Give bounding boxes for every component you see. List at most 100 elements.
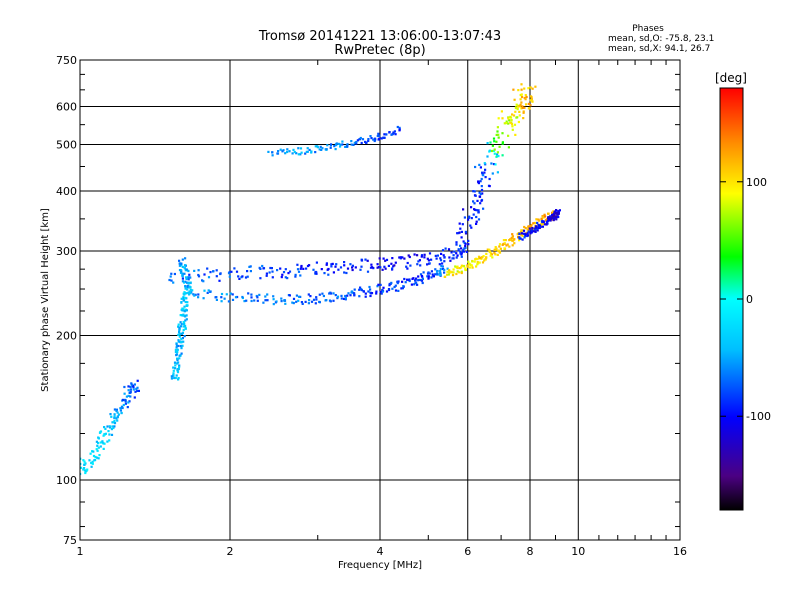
x-tick-label: 4 — [377, 545, 384, 558]
scatter-point — [515, 103, 518, 106]
scatter-point — [421, 277, 424, 280]
scatter-point — [448, 256, 451, 259]
scatter-point — [401, 280, 404, 283]
scatter-point — [488, 149, 491, 152]
grid — [80, 60, 680, 540]
scatter-point — [370, 137, 373, 140]
scatter-point — [358, 295, 361, 298]
scatter-point — [369, 135, 372, 138]
scatter-point — [259, 277, 262, 280]
scatter-point — [325, 262, 328, 265]
scatter-point — [393, 285, 396, 289]
scatter-point — [506, 243, 509, 246]
scatter-point — [88, 459, 91, 462]
scatter-point — [127, 385, 130, 388]
scatter-point — [555, 209, 558, 212]
scatter-point — [113, 408, 116, 411]
scatter-point — [180, 269, 183, 272]
scatter-point — [343, 271, 346, 274]
scatter-point — [261, 264, 264, 268]
scatter-point — [178, 364, 181, 367]
scatter-point — [197, 275, 201, 278]
scatter-point — [202, 297, 205, 300]
scatter-point — [336, 297, 339, 300]
scatter-point — [302, 267, 305, 270]
scatter-point — [401, 256, 404, 259]
scatter-point — [197, 293, 200, 296]
scatter-point — [373, 139, 376, 143]
scatter-point — [482, 174, 485, 177]
scatter-point — [299, 147, 303, 150]
scatter-point — [423, 253, 426, 256]
scatter-point — [473, 260, 476, 263]
scatter-point — [184, 319, 187, 322]
scatter-point — [178, 262, 181, 265]
scatter-point — [249, 270, 252, 273]
scatter-point — [266, 293, 269, 296]
scatter-point — [175, 374, 178, 377]
scatter-point — [243, 300, 246, 303]
scatter-point — [434, 254, 437, 257]
scatter-point — [390, 133, 393, 136]
scatter-point — [464, 268, 467, 272]
scatter-point — [262, 267, 265, 270]
scatter-point — [179, 314, 182, 317]
scatter-point — [463, 264, 466, 268]
scatter-point — [181, 258, 184, 261]
y-axis-ticks: 75 100 200 300 400 500 600 750 — [56, 54, 680, 547]
scatter-point — [478, 195, 481, 198]
scatter-point — [287, 272, 290, 275]
scatter-point — [102, 442, 105, 445]
scatter-point — [414, 279, 417, 282]
scatter-point — [388, 282, 391, 286]
scatter-point — [483, 162, 486, 165]
scatter-point — [174, 364, 177, 367]
scatter-point — [385, 290, 389, 293]
scatter-point — [493, 148, 496, 151]
scatter-point — [497, 136, 500, 139]
scatter-point — [123, 392, 126, 395]
scatter-point — [522, 117, 525, 120]
scatter-point — [396, 282, 399, 285]
scatter-point — [284, 152, 287, 155]
scatter-point — [125, 395, 128, 398]
scatter-point — [385, 133, 388, 136]
scatter-point — [517, 105, 520, 108]
scatter-point — [529, 231, 532, 234]
scatter-point — [183, 272, 186, 275]
scatter-point — [513, 123, 517, 126]
scatter-point — [519, 103, 522, 106]
scatter-point — [212, 270, 215, 273]
scatter-point — [534, 228, 537, 231]
x-tick-label: 10 — [571, 545, 585, 558]
scatter-point — [547, 212, 550, 215]
scatter-point — [460, 270, 463, 273]
scatter-point — [96, 444, 99, 447]
scatter-point — [486, 142, 489, 145]
scatter-point — [184, 292, 187, 295]
scatter-point — [316, 146, 319, 149]
scatter-point — [324, 299, 327, 302]
scatter-point — [90, 461, 93, 465]
scatter-point — [209, 290, 212, 293]
y-tick-label: 600 — [56, 101, 77, 114]
scatter-point — [305, 267, 308, 270]
scatter-point — [532, 222, 535, 225]
scatter-point — [426, 257, 429, 260]
scatter-point — [512, 114, 516, 117]
scatter-point — [84, 471, 87, 475]
scatter-point — [488, 177, 491, 181]
scatter-point — [187, 291, 190, 294]
scatter-point — [547, 216, 551, 219]
scatter-point — [383, 136, 386, 139]
scatter-point — [543, 223, 547, 226]
scatter-point — [280, 300, 283, 303]
scatter-point — [178, 259, 181, 262]
scatter-point — [514, 133, 517, 136]
scatter-point — [421, 281, 424, 285]
scatter-point — [376, 134, 379, 138]
scatter-point — [337, 142, 340, 145]
scatter-point — [503, 247, 506, 250]
scatter-point — [476, 258, 479, 261]
